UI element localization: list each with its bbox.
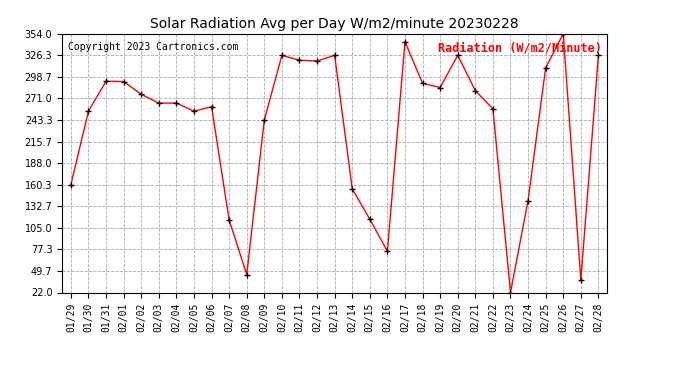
Title: Solar Radiation Avg per Day W/m2/minute 20230228: Solar Radiation Avg per Day W/m2/minute … — [150, 17, 519, 31]
Text: Copyright 2023 Cartronics.com: Copyright 2023 Cartronics.com — [68, 42, 238, 51]
Text: Radiation (W/m2/Minute): Radiation (W/m2/Minute) — [438, 42, 602, 54]
